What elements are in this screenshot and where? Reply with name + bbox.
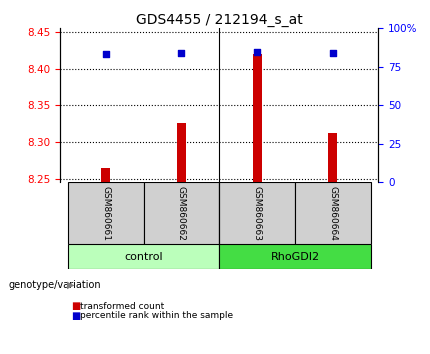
Text: GSM860661: GSM860661 xyxy=(101,186,110,241)
Title: GDS4455 / 212194_s_at: GDS4455 / 212194_s_at xyxy=(136,13,303,27)
Bar xyxy=(68,182,144,244)
Bar xyxy=(329,133,338,182)
Text: RhoGDI2: RhoGDI2 xyxy=(270,252,319,262)
Text: GSM860663: GSM860663 xyxy=(253,186,262,241)
Bar xyxy=(219,182,295,244)
Text: percentile rank within the sample: percentile rank within the sample xyxy=(80,311,233,320)
Bar xyxy=(219,244,371,269)
Text: transformed count: transformed count xyxy=(80,302,164,311)
Bar xyxy=(68,244,219,269)
Bar xyxy=(253,54,262,182)
Text: GSM860664: GSM860664 xyxy=(329,186,338,241)
Text: ■: ■ xyxy=(71,301,80,311)
Text: genotype/variation: genotype/variation xyxy=(9,280,101,290)
Text: GSM860662: GSM860662 xyxy=(177,186,186,241)
Bar xyxy=(144,182,219,244)
Point xyxy=(178,50,185,56)
Text: control: control xyxy=(124,252,163,262)
Bar xyxy=(295,182,371,244)
Point xyxy=(102,51,109,57)
Text: ▶: ▶ xyxy=(67,280,74,290)
Bar xyxy=(101,168,110,182)
Point xyxy=(329,50,336,56)
Text: ■: ■ xyxy=(71,311,80,321)
Bar xyxy=(177,123,186,182)
Point xyxy=(254,49,261,55)
